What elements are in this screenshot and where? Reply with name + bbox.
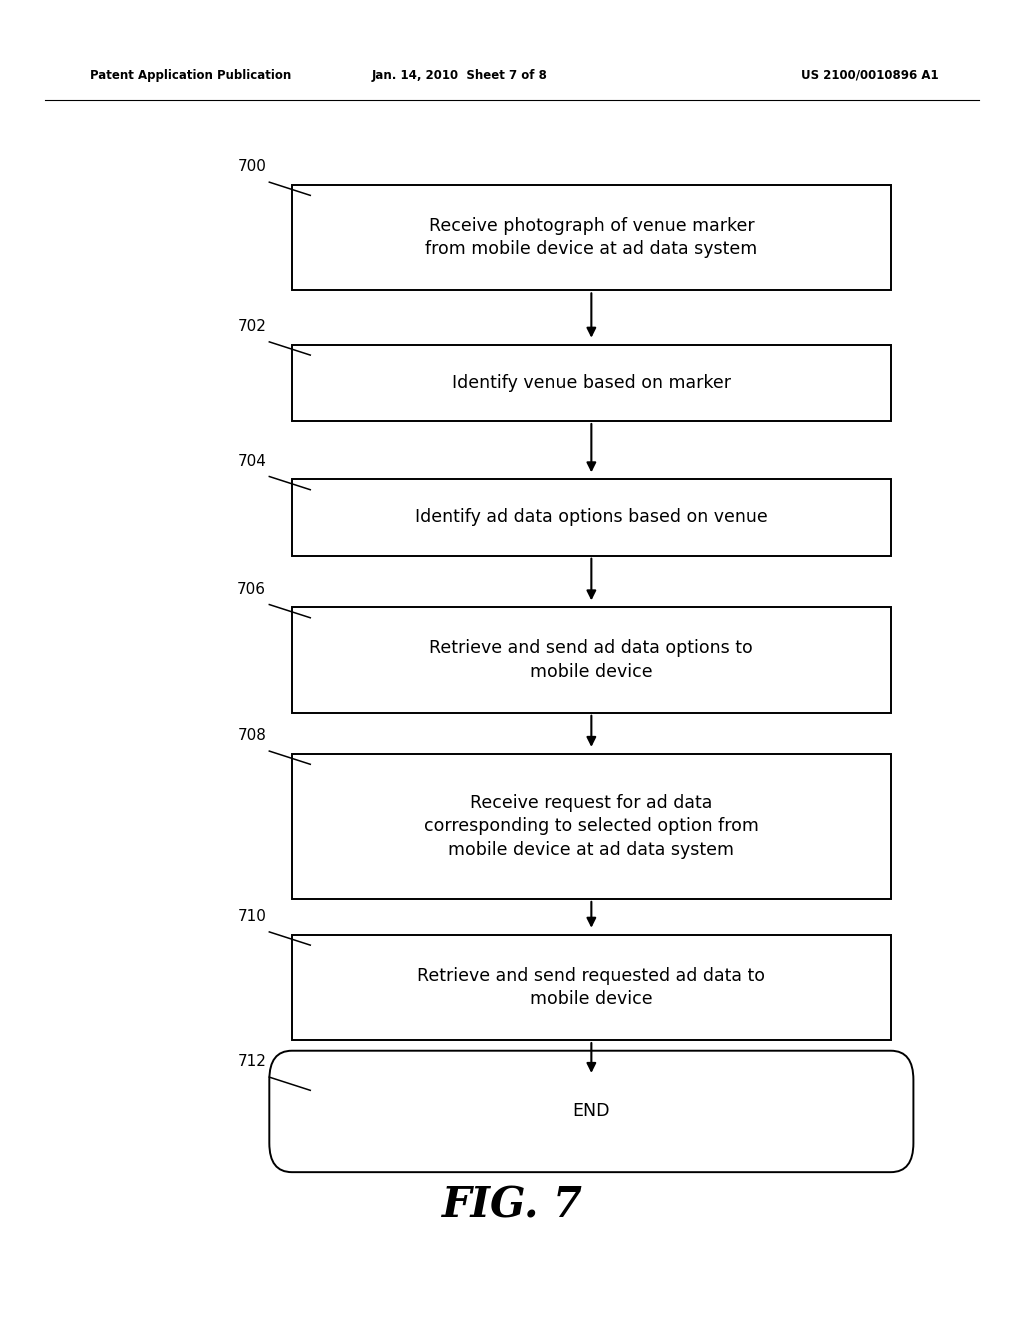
Bar — [292, 754, 891, 899]
Bar — [292, 345, 891, 421]
Text: 712: 712 — [238, 1055, 266, 1069]
Text: Retrieve and send requested ad data to
mobile device: Retrieve and send requested ad data to m… — [418, 966, 765, 1008]
Bar — [292, 935, 891, 1040]
Bar — [292, 185, 891, 290]
Text: Receive request for ad data
corresponding to selected option from
mobile device : Receive request for ad data correspondin… — [424, 793, 759, 859]
Text: Identify ad data options based on venue: Identify ad data options based on venue — [415, 508, 768, 527]
Text: 704: 704 — [238, 454, 266, 469]
Text: US 2100/0010896 A1: US 2100/0010896 A1 — [801, 69, 939, 82]
Bar — [292, 479, 891, 556]
Text: Identify venue based on marker: Identify venue based on marker — [452, 374, 731, 392]
Text: Jan. 14, 2010  Sheet 7 of 8: Jan. 14, 2010 Sheet 7 of 8 — [372, 69, 548, 82]
Text: Receive photograph of venue marker
from mobile device at ad data system: Receive photograph of venue marker from … — [425, 216, 758, 259]
Bar — [292, 607, 891, 713]
Text: Retrieve and send ad data options to
mobile device: Retrieve and send ad data options to mob… — [429, 639, 754, 681]
Text: 702: 702 — [238, 319, 266, 334]
FancyBboxPatch shape — [269, 1051, 913, 1172]
Text: Patent Application Publication: Patent Application Publication — [90, 69, 291, 82]
Text: 700: 700 — [238, 160, 266, 174]
Text: FIG. 7: FIG. 7 — [441, 1184, 583, 1226]
Text: 710: 710 — [238, 909, 266, 924]
Text: END: END — [572, 1102, 610, 1121]
Text: 708: 708 — [238, 729, 266, 743]
Text: 706: 706 — [238, 582, 266, 597]
